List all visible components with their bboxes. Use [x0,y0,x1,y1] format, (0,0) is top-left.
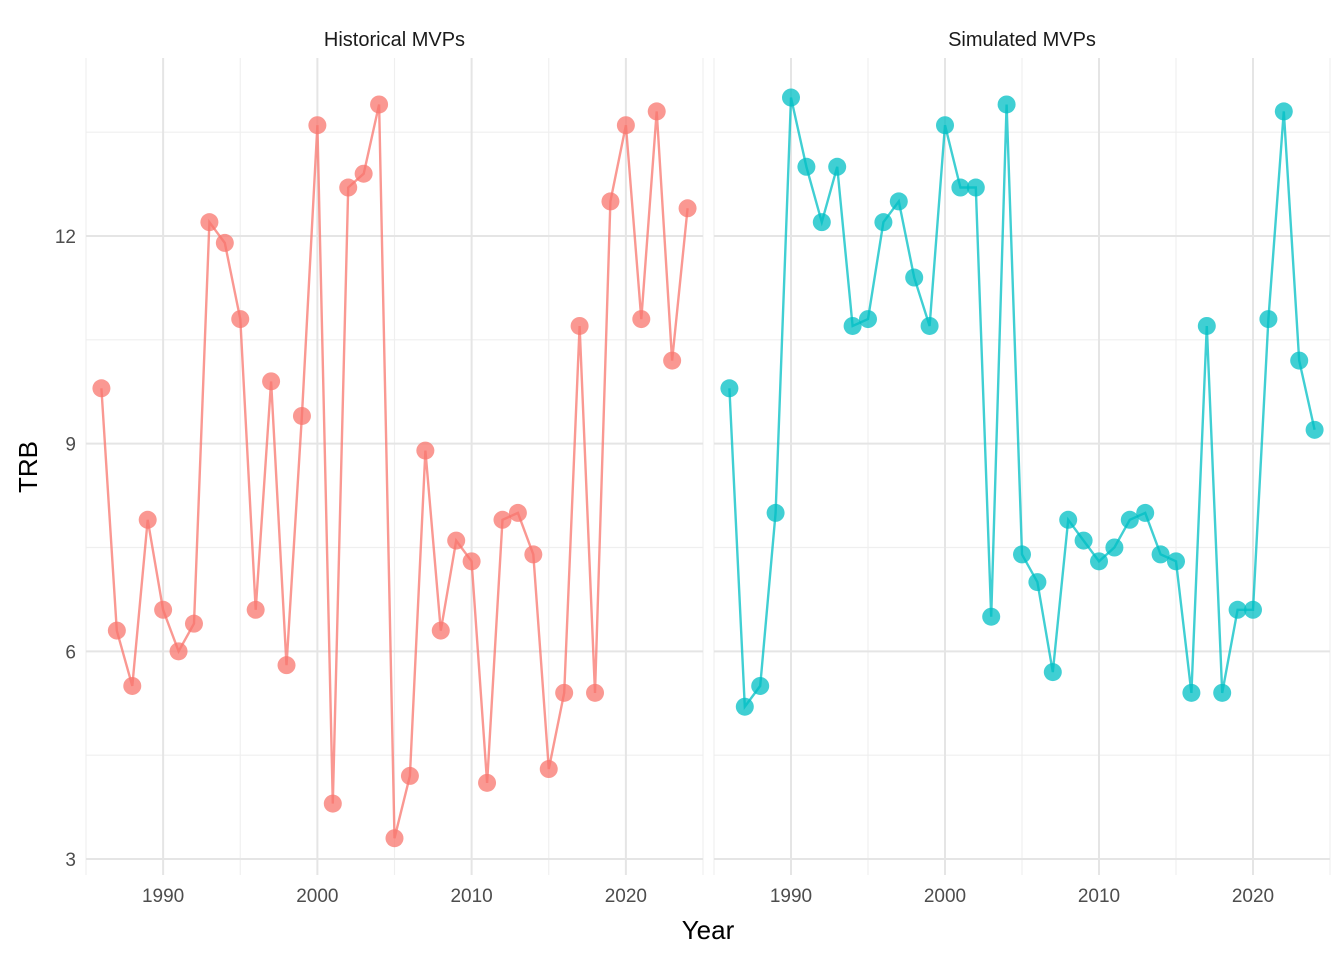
data-point [812,213,831,232]
data-point [843,316,862,335]
data-point [751,676,770,695]
data-point [138,510,157,529]
data-point [797,157,816,176]
data-point [416,441,435,460]
data-point [292,406,311,425]
data-point [231,310,250,329]
data-point [308,116,327,135]
data-point [169,642,188,661]
x-tick-label: 2020 [1232,886,1274,907]
data-point [1120,510,1139,529]
data-point [262,372,281,391]
data-point [555,683,574,702]
data-point [782,88,800,107]
data-point [1259,310,1278,329]
data-point [447,531,466,550]
panel-simulated-mvps: Simulated MVPs 1990 2000 2010 2020 [713,29,1331,907]
data-point [508,503,527,522]
data-point [493,510,512,529]
x-axis-title: Year [682,915,735,945]
data-point [1182,683,1201,702]
data-point [663,351,682,370]
data-point [1043,663,1062,682]
data-point [586,683,605,702]
data-point [107,621,126,640]
data-point [828,157,847,176]
data-point [478,773,497,792]
data-point [1290,351,1309,370]
data-point [354,164,373,183]
data-point [951,178,970,197]
data-point [200,213,219,232]
data-point [385,829,404,848]
data-point [1213,683,1232,702]
data-point [323,794,342,813]
y-tick-label: 12 [55,227,76,248]
data-point [1028,573,1047,592]
data-point [1305,420,1324,439]
data-point [1197,316,1216,335]
data-point [400,766,419,785]
data-point [905,268,924,287]
data-point [370,95,389,114]
x-tick-label: 2020 [605,886,647,907]
data-point [616,116,635,135]
data-point [1167,552,1185,571]
data-point [874,213,893,232]
data-point [431,621,450,640]
data-point [601,192,620,211]
data-point [570,316,589,335]
data-point [154,600,173,619]
panel-title-simulated: Simulated MVPs [948,29,1096,51]
data-point [1274,102,1293,121]
data-point [1105,538,1124,557]
x-tick-label: 2000 [296,886,338,907]
y-axis-ticks: 3 6 9 12 [55,227,76,871]
data-point [123,676,142,695]
data-point [766,503,785,522]
x-tick-label: 1990 [142,886,184,907]
data-point [277,656,296,675]
data-point [92,379,111,398]
y-axis-title: TRB [13,441,43,493]
data-point [720,379,739,398]
data-point [1059,510,1078,529]
x-tick-label: 2000 [924,886,966,907]
data-point [1228,600,1247,619]
data-point [1074,531,1093,550]
data-point [1244,600,1262,619]
data-point [184,614,203,633]
data-point [246,600,265,619]
data-point [982,607,1001,626]
y-tick-label: 6 [65,642,76,663]
data-point [632,310,651,329]
y-tick-label: 3 [65,850,76,871]
data-point [889,192,908,211]
data-point [1151,545,1170,564]
data-point [859,310,877,329]
data-point [1136,503,1155,522]
data-point [539,760,558,779]
data-point [997,95,1016,114]
data-point [524,545,543,564]
panel-title-historical: Historical MVPs [324,29,465,51]
data-point [215,233,234,252]
data-point [735,697,754,716]
data-point [678,199,697,218]
data-point [1090,552,1108,571]
data-point [1013,545,1031,564]
data-point [920,316,939,335]
data-point [966,178,985,197]
x-tick-label: 2010 [1078,886,1120,907]
panel-historical-mvps: Historical MVPs 1990 2000 2010 2020 [85,29,704,907]
y-tick-label: 9 [65,435,76,456]
data-point [339,178,358,197]
data-point [462,552,481,571]
x-tick-label: 1990 [770,886,812,907]
x-tick-label: 2010 [450,886,492,907]
data-point [647,102,666,121]
data-point [936,116,954,135]
